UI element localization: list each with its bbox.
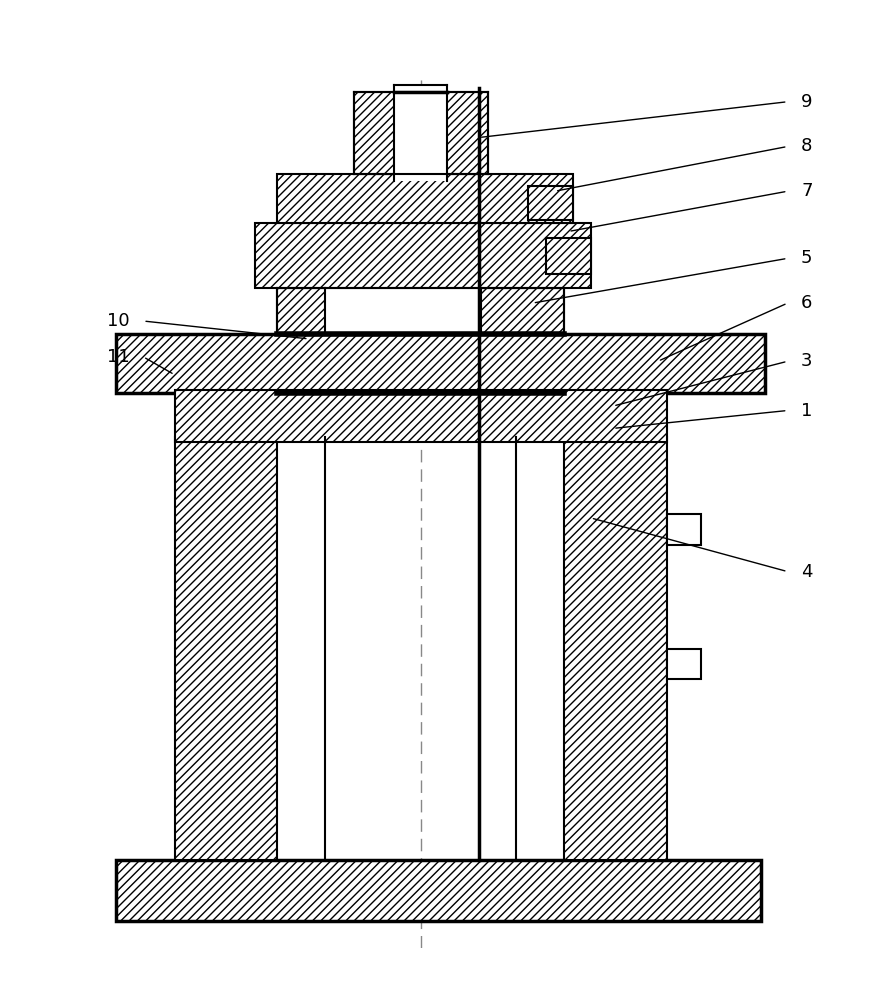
- Bar: [325, 288, 480, 334]
- Bar: [353, 92, 414, 174]
- Text: 5: 5: [800, 249, 812, 267]
- Text: 1: 1: [800, 401, 812, 420]
- Bar: [563, 437, 666, 860]
- Bar: [174, 437, 277, 860]
- Bar: [393, 85, 447, 181]
- Bar: [426, 92, 487, 174]
- Text: 3: 3: [800, 352, 812, 370]
- Bar: [666, 514, 700, 545]
- Text: 6: 6: [800, 294, 812, 312]
- Bar: [174, 390, 666, 442]
- Text: 10: 10: [107, 312, 130, 330]
- Text: 11: 11: [107, 348, 130, 366]
- Bar: [447, 288, 563, 334]
- Bar: [545, 238, 590, 274]
- Bar: [277, 174, 572, 223]
- Text: 4: 4: [800, 563, 812, 581]
- Bar: [116, 334, 764, 393]
- Text: 7: 7: [800, 182, 812, 200]
- Bar: [527, 186, 572, 220]
- Bar: [277, 288, 393, 334]
- Bar: [116, 860, 760, 921]
- Text: 8: 8: [800, 137, 812, 155]
- Text: 9: 9: [800, 93, 812, 111]
- Bar: [255, 223, 590, 288]
- Bar: [666, 649, 700, 679]
